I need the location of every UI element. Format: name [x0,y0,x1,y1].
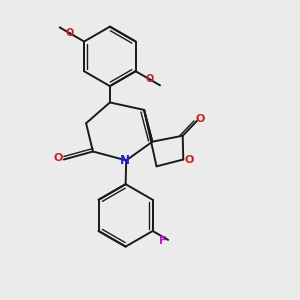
Text: O: O [184,154,194,164]
Text: F: F [159,236,166,246]
Text: O: O [196,114,205,124]
Text: N: N [120,154,130,167]
Text: O: O [146,74,154,84]
Text: O: O [66,28,74,38]
Text: O: O [54,153,63,163]
